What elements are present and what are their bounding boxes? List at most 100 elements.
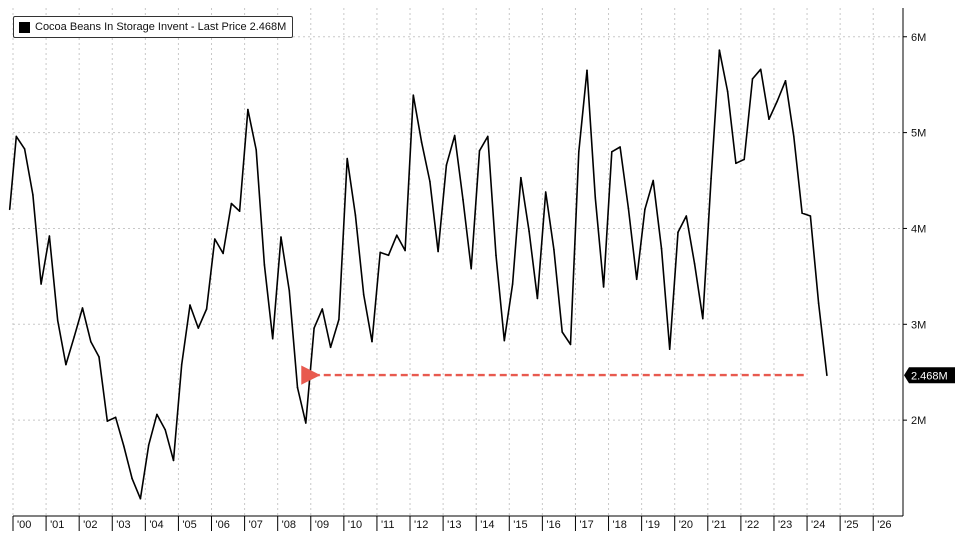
data-point bbox=[809, 215, 812, 217]
data-point bbox=[544, 191, 547, 193]
data-point bbox=[40, 283, 42, 285]
data-point bbox=[271, 337, 274, 340]
x-tick-label: '13 bbox=[447, 519, 461, 531]
x-tick-label: '26 bbox=[877, 519, 891, 531]
data-point bbox=[354, 214, 357, 216]
data-point bbox=[718, 49, 721, 51]
data-point bbox=[131, 477, 133, 480]
x-tick-label: '11 bbox=[381, 519, 395, 531]
data-point bbox=[139, 497, 142, 500]
x-tick-label: '06 bbox=[216, 519, 230, 531]
y-tick-label: 4M bbox=[911, 223, 926, 235]
data-point bbox=[611, 151, 613, 153]
data-point bbox=[288, 290, 291, 292]
data-point bbox=[743, 158, 745, 161]
data-point bbox=[156, 413, 158, 416]
data-point bbox=[437, 250, 439, 253]
x-tick-label: '18 bbox=[613, 519, 627, 531]
data-point bbox=[677, 231, 679, 234]
x-tick-label: '02 bbox=[83, 519, 97, 531]
data-point bbox=[172, 459, 175, 462]
data-point bbox=[296, 386, 299, 389]
data-point bbox=[735, 162, 737, 165]
data-point bbox=[8, 208, 11, 211]
legend: Cocoa Beans In Storage Invent - Last Pri… bbox=[13, 16, 294, 38]
data-point bbox=[487, 135, 489, 138]
data-point bbox=[205, 308, 208, 310]
x-tick-label: '19 bbox=[646, 519, 660, 531]
data-point bbox=[495, 254, 497, 257]
last-price-tag: 2.468M bbox=[904, 367, 955, 384]
x-tick-label: '01 bbox=[50, 519, 64, 531]
data-point bbox=[520, 176, 522, 179]
x-tick-label: '16 bbox=[546, 519, 560, 531]
data-point bbox=[619, 146, 621, 148]
data-point bbox=[48, 235, 51, 237]
x-tick-label: '08 bbox=[282, 519, 296, 531]
data-point bbox=[123, 445, 125, 447]
x-tick-label: '22 bbox=[745, 519, 759, 531]
legend-label: Cocoa Beans In Storage Invent - Last Pri… bbox=[35, 21, 287, 33]
data-point bbox=[536, 297, 539, 300]
x-tick-label: '20 bbox=[679, 519, 693, 531]
data-point bbox=[164, 428, 166, 431]
y-tick-label: 6M bbox=[911, 32, 926, 44]
data-point bbox=[710, 177, 712, 180]
data-point bbox=[561, 331, 563, 333]
data-point bbox=[826, 374, 828, 377]
data-point bbox=[553, 248, 555, 251]
data-point bbox=[387, 254, 390, 257]
data-point bbox=[56, 319, 59, 322]
data-point bbox=[528, 230, 530, 233]
data-point bbox=[65, 363, 67, 366]
data-point bbox=[470, 267, 473, 270]
data-point bbox=[652, 179, 654, 182]
data-point bbox=[462, 198, 464, 201]
data-point bbox=[180, 363, 183, 366]
last-price-label: 2.468M bbox=[911, 370, 948, 382]
data-point bbox=[453, 134, 456, 137]
data-point bbox=[23, 148, 26, 150]
x-tick-label: '21 bbox=[712, 519, 726, 531]
data-point bbox=[197, 327, 200, 329]
data-point bbox=[189, 304, 191, 306]
data-point bbox=[445, 164, 448, 166]
data-point bbox=[776, 100, 779, 102]
data-point bbox=[329, 346, 332, 349]
data-point bbox=[255, 149, 257, 151]
data-point bbox=[801, 212, 803, 214]
x-tick-label: '25 bbox=[844, 519, 858, 531]
x-tick-label: '23 bbox=[778, 519, 792, 531]
data-point bbox=[602, 286, 605, 288]
data-point bbox=[569, 343, 572, 346]
data-point bbox=[90, 340, 92, 343]
data-point bbox=[429, 180, 431, 183]
data-point bbox=[759, 68, 762, 71]
data-point bbox=[230, 202, 233, 205]
x-tick-label: '24 bbox=[811, 519, 825, 531]
y-tick-label: 5M bbox=[911, 128, 926, 140]
data-point bbox=[702, 317, 704, 320]
legend-swatch bbox=[19, 21, 30, 33]
x-tick-label: '04 bbox=[149, 519, 163, 531]
data-point bbox=[635, 278, 638, 281]
x-tick-label: '12 bbox=[414, 519, 428, 531]
data-point bbox=[32, 194, 34, 196]
data-point bbox=[379, 251, 382, 254]
x-tick-label: '10 bbox=[348, 519, 362, 531]
data-point bbox=[594, 197, 597, 199]
data-point bbox=[338, 318, 340, 321]
data-point bbox=[238, 210, 241, 212]
data-point bbox=[222, 252, 224, 255]
data-point bbox=[586, 69, 588, 72]
data-point bbox=[321, 308, 324, 310]
data-point bbox=[726, 90, 729, 93]
data-point bbox=[420, 141, 423, 143]
data-point bbox=[685, 215, 688, 217]
x-tick-label: '00 bbox=[17, 519, 31, 531]
x-tick-label: '14 bbox=[480, 519, 494, 531]
data-point bbox=[247, 108, 249, 111]
data-point bbox=[627, 207, 630, 210]
